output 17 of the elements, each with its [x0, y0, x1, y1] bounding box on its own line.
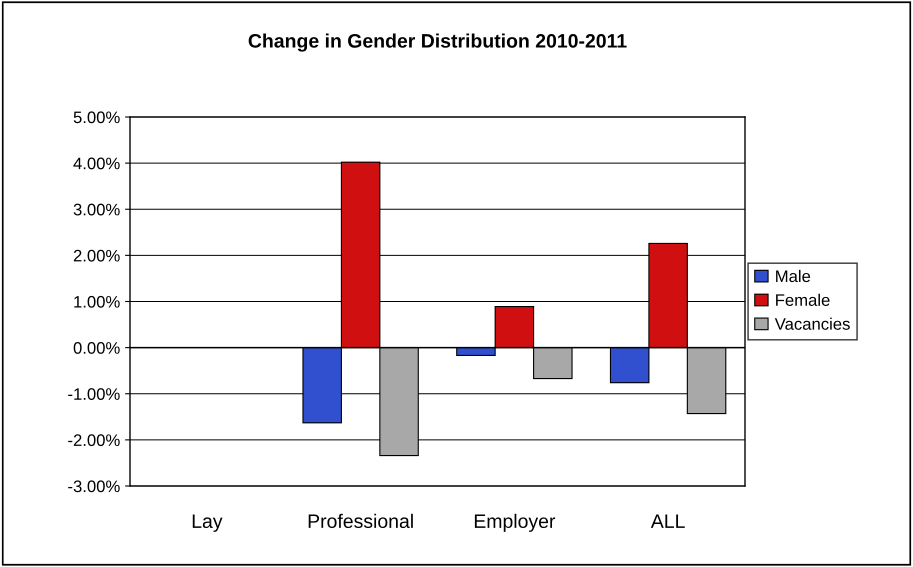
y-tick-label: -3.00% — [68, 480, 120, 492]
y-tick-label: 1.00% — [74, 296, 120, 308]
x-tick-label: ALL — [650, 514, 685, 528]
x-tick-label: Employer — [474, 514, 556, 532]
y-tick-label: 4.00% — [73, 158, 120, 170]
y-tick-label: 0.00% — [74, 342, 120, 354]
x-tick-label: Lay — [192, 514, 223, 532]
x-tick-label: Professional — [308, 514, 413, 528]
y-tick-label: 3.00% — [74, 204, 120, 216]
y-tick-label: -2.00% — [68, 434, 120, 446]
chart-title: Change in Gender Distribution 2010-2011 — [248, 33, 627, 52]
y-tick-label: 2.00% — [74, 250, 120, 262]
y-tick-label: 5.00% — [74, 111, 120, 124]
legend-label: Female — [776, 294, 830, 306]
legend-label: Male — [776, 270, 810, 282]
y-tick-label: -1.00% — [68, 388, 120, 400]
legend-label: Vacancies — [774, 318, 850, 330]
